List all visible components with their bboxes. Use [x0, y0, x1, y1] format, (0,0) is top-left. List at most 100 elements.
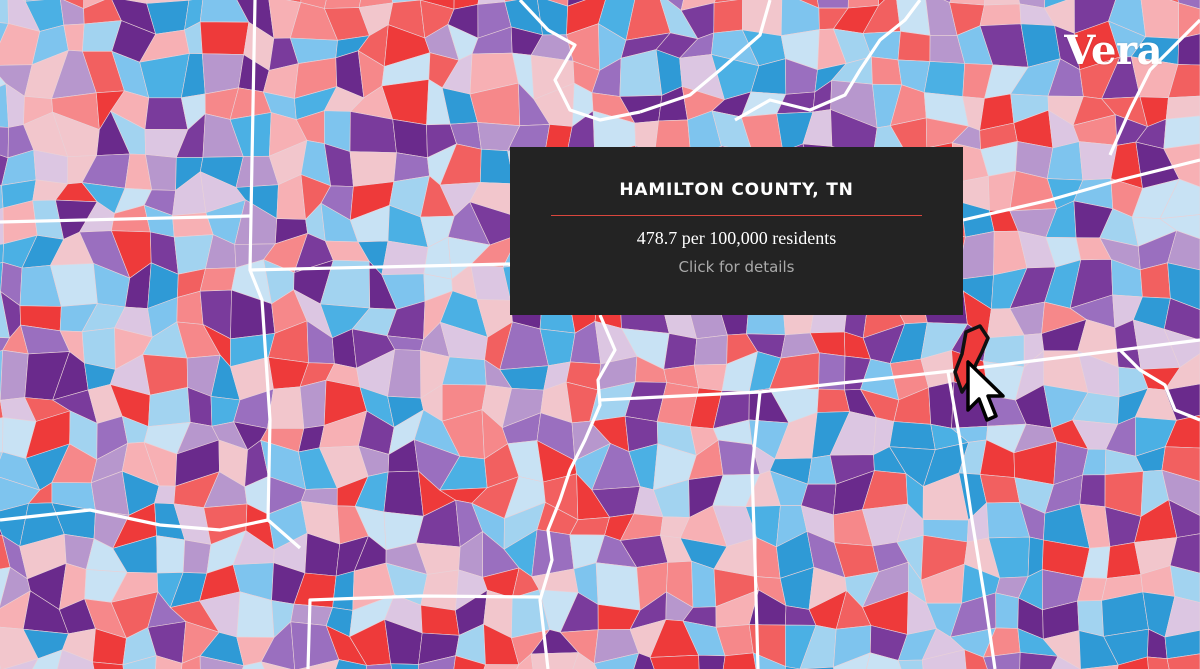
county-cell[interactable]	[260, 621, 295, 669]
county-cell[interactable]	[180, 655, 201, 669]
county-cell[interactable]	[144, 97, 189, 130]
county-tooltip[interactable]: HAMILTON COUNTY, TN 478.7 per 100,000 re…	[510, 147, 963, 315]
county-cell[interactable]	[1164, 383, 1200, 421]
county-cell[interactable]	[1165, 95, 1200, 120]
county-cell[interactable]	[299, 379, 327, 429]
county-cell[interactable]	[1080, 664, 1119, 669]
county-cell[interactable]	[979, 3, 1022, 27]
county-cell[interactable]	[895, 0, 931, 36]
county-cell[interactable]	[784, 666, 819, 669]
county-cell[interactable]	[392, 118, 428, 159]
county-cell[interactable]	[1041, 655, 1086, 669]
county-cell[interactable]	[1163, 115, 1200, 150]
county-cell[interactable]	[897, 30, 931, 62]
county-cell[interactable]	[267, 386, 305, 429]
county-cell[interactable]	[1171, 0, 1200, 10]
county-cell[interactable]	[1164, 629, 1200, 660]
county-cell[interactable]	[784, 624, 817, 669]
county-cell[interactable]	[81, 327, 116, 370]
county-cell[interactable]	[0, 125, 9, 159]
county-cell[interactable]	[507, 653, 536, 669]
county-cell[interactable]	[720, 652, 759, 669]
county-cell[interactable]	[752, 652, 786, 669]
county-cell[interactable]	[1167, 262, 1200, 311]
county-cell[interactable]	[199, 655, 245, 669]
county-cell[interactable]	[155, 655, 183, 669]
county-cell[interactable]	[889, 421, 936, 451]
county-cell[interactable]	[383, 470, 424, 517]
county-cell[interactable]	[861, 652, 908, 669]
county-cell[interactable]	[1167, 64, 1200, 99]
county-cell[interactable]	[182, 539, 212, 574]
county-cell[interactable]	[390, 663, 419, 669]
county-cell[interactable]	[1079, 474, 1106, 508]
county-cell[interactable]	[381, 240, 429, 276]
county-cell[interactable]	[1163, 328, 1200, 368]
vera-logo[interactable]: Vera	[1064, 27, 1162, 74]
county-cell[interactable]	[1178, 2, 1200, 39]
county-cell[interactable]	[122, 655, 157, 669]
county-cell[interactable]	[964, 649, 994, 669]
county-cell[interactable]	[1168, 499, 1200, 538]
county-cell[interactable]	[1164, 596, 1200, 638]
county-cell[interactable]	[897, 659, 925, 669]
county-cell[interactable]	[923, 61, 966, 97]
county-cell[interactable]	[1169, 533, 1200, 574]
county-cell[interactable]	[349, 151, 397, 187]
county-cell[interactable]	[833, 652, 871, 669]
county-cell[interactable]	[595, 562, 641, 611]
county-cell[interactable]	[693, 334, 728, 366]
county-cell[interactable]	[420, 604, 460, 636]
county-cell[interactable]	[698, 654, 726, 669]
county-cell[interactable]	[1166, 653, 1200, 669]
county-cell[interactable]	[691, 560, 717, 608]
county-cell[interactable]	[1169, 565, 1200, 603]
county-cell[interactable]	[995, 592, 1019, 629]
county-cell[interactable]	[531, 529, 575, 578]
county-cell[interactable]	[0, 349, 29, 401]
county-cell[interactable]	[1177, 33, 1200, 66]
county-cell[interactable]	[1164, 353, 1200, 391]
county-cell[interactable]	[1159, 214, 1200, 240]
county-cell[interactable]	[921, 649, 968, 669]
county-cell[interactable]	[176, 290, 204, 325]
county-cell[interactable]	[21, 649, 63, 669]
county-cell[interactable]	[566, 652, 608, 669]
county-cell[interactable]	[649, 654, 700, 669]
county-cell[interactable]	[693, 363, 728, 392]
county-cell[interactable]	[593, 652, 640, 669]
county-cell[interactable]	[363, 663, 397, 669]
county-cell[interactable]	[418, 655, 456, 669]
county-cell[interactable]	[713, 0, 743, 34]
county-cell[interactable]	[92, 661, 126, 669]
county-cell[interactable]	[441, 356, 487, 386]
county-cell[interactable]	[1019, 652, 1059, 669]
county-cell[interactable]	[328, 659, 368, 669]
county-cell[interactable]	[627, 652, 661, 669]
county-cell[interactable]	[871, 56, 903, 86]
county-cell[interactable]	[0, 0, 9, 24]
county-cell[interactable]	[1163, 297, 1200, 341]
county-cell[interactable]	[1113, 656, 1150, 669]
county-cell[interactable]	[530, 652, 579, 669]
county-cell[interactable]	[234, 661, 275, 669]
county-cell[interactable]	[451, 655, 486, 669]
county-cell[interactable]	[979, 474, 1020, 504]
county-cell[interactable]	[199, 267, 237, 292]
county-cell[interactable]	[1159, 178, 1200, 220]
county-cell[interactable]	[816, 388, 851, 413]
county-cell[interactable]	[295, 659, 340, 669]
tooltip-details-link[interactable]: Click for details	[678, 258, 795, 276]
county-cell[interactable]	[1, 658, 39, 669]
county-cell[interactable]	[1161, 469, 1200, 516]
county-cell[interactable]	[156, 535, 186, 574]
county-cell[interactable]	[663, 333, 698, 370]
county-cell[interactable]	[713, 0, 754, 4]
county-cell[interactable]	[332, 570, 355, 611]
county-cell[interactable]	[260, 661, 296, 669]
county-cell[interactable]	[1167, 230, 1200, 271]
county-cell[interactable]	[1147, 656, 1173, 669]
county-cell[interactable]	[477, 664, 520, 669]
